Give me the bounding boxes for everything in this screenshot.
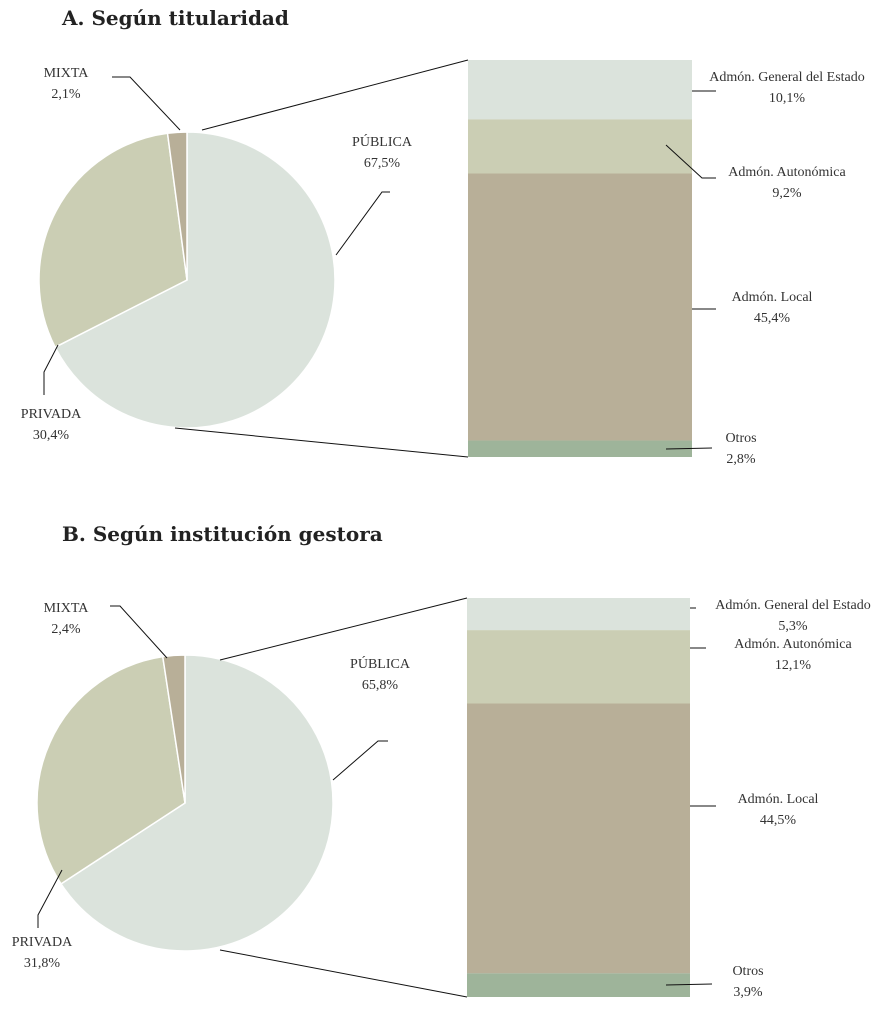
chart-b-bar-label-admon-autonomica-name: Admón. Autonómica (734, 637, 852, 652)
chart-a-bar-label-admon-general-del-estado-name: Admón. General del Estado (709, 70, 865, 85)
chart-a-leader-mixta (112, 76, 181, 131)
chart-a-bar-segment-admon-general-del-estado (468, 60, 692, 120)
chart-b-bar-leader-otros (665, 983, 713, 986)
chart-b-bar-label-admon-general-del-estado-name: Admón. General del Estado (715, 598, 871, 613)
chart-b-label-mixta-value: 2,4% (51, 622, 81, 637)
chart-a-bar-segment-admon-local (468, 173, 692, 441)
chart-b-bar-label-admon-general-del-estado-value: 5,3% (778, 619, 808, 634)
chart-b-bar-label-otros-value: 3,9% (733, 985, 763, 1000)
chart-b-title: B. Según institución gestora (62, 522, 383, 546)
chart-a-label-privada-value: 30,4% (33, 428, 70, 443)
chart-a-bar-leader-otros (665, 447, 713, 450)
chart-b-bar-label-admon-local-value: 44,5% (760, 813, 797, 828)
chart-b-bar-label-admon-autonomica-value: 12,1% (775, 658, 812, 673)
chart-a-slice-mixta (166, 131, 188, 281)
chart-b-label-publica-name: PÚBLICA (350, 655, 411, 672)
chart-a-connector-bottom (174, 427, 469, 458)
chart-a-bar-label-admon-general-del-estado-value: 10,1% (769, 91, 806, 106)
chart-b-bar-segment-admon-general-del-estado (467, 598, 690, 631)
chart-b-slice-privada (36, 655, 186, 885)
chart-a-label-mixta-value: 2,1% (51, 87, 81, 102)
chart-b-bar-label-otros-name: Otros (732, 964, 763, 979)
chart-a-slice-privada (38, 132, 188, 349)
chart-a-bar-label-admon-local-name: Admón. Local (732, 290, 813, 305)
chart-a-bar-segment-otros (468, 440, 692, 457)
chart-b-connector-bottom (219, 949, 468, 998)
chart-b-label-mixta-name: MIXTA (44, 601, 90, 616)
chart-a-bar-label-otros-value: 2,8% (726, 452, 756, 467)
chart-a-bar-segment-admon-autonomica (468, 119, 692, 174)
chart-b-leader-mixta (110, 605, 168, 659)
chart-a-connector-top (201, 59, 469, 131)
chart-a-bar-leader-admon-autonomica (665, 144, 716, 179)
chart-a-label-publica-value: 67,5% (364, 156, 401, 171)
chart-a-bar-label-admon-autonomica-value: 9,2% (772, 186, 802, 201)
chart-b-bar-segment-admon-autonomica (467, 630, 690, 704)
chart-a-bar-label-admon-autonomica-name: Admón. Autonómica (728, 165, 846, 180)
chart-b-slice-mixta (161, 654, 186, 804)
chart-a-bar-label-otros-name: Otros (725, 431, 756, 446)
chart-a-leader-privada (43, 344, 59, 395)
chart-b-label-privada-value: 31,8% (24, 956, 61, 971)
chart-b-bar-segment-otros (467, 973, 690, 997)
chart-b-label-publica-value: 65,8% (362, 678, 399, 693)
chart-b-leader-publica (332, 740, 388, 781)
chart-a-label-publica-name: PÚBLICA (352, 133, 413, 150)
chart-b-bar-segment-admon-local (467, 703, 690, 974)
chart-b-bar-label-admon-local-name: Admón. Local (738, 792, 819, 807)
chart-a-bar-label-admon-local-value: 45,4% (754, 311, 791, 326)
chart-b-connector-top (219, 597, 468, 661)
chart-b-leader-privada (37, 869, 63, 928)
chart-a-title: A. Según titularidad (62, 6, 289, 30)
chart-b-slice-publica (60, 654, 334, 952)
chart-a-label-privada-name: PRIVADA (21, 407, 82, 422)
chart-a-label-mixta-name: MIXTA (44, 66, 90, 81)
chart-a-leader-publica (335, 191, 390, 256)
chart-a-slice-publica (54, 131, 336, 429)
chart-b-label-privada-name: PRIVADA (12, 935, 73, 950)
